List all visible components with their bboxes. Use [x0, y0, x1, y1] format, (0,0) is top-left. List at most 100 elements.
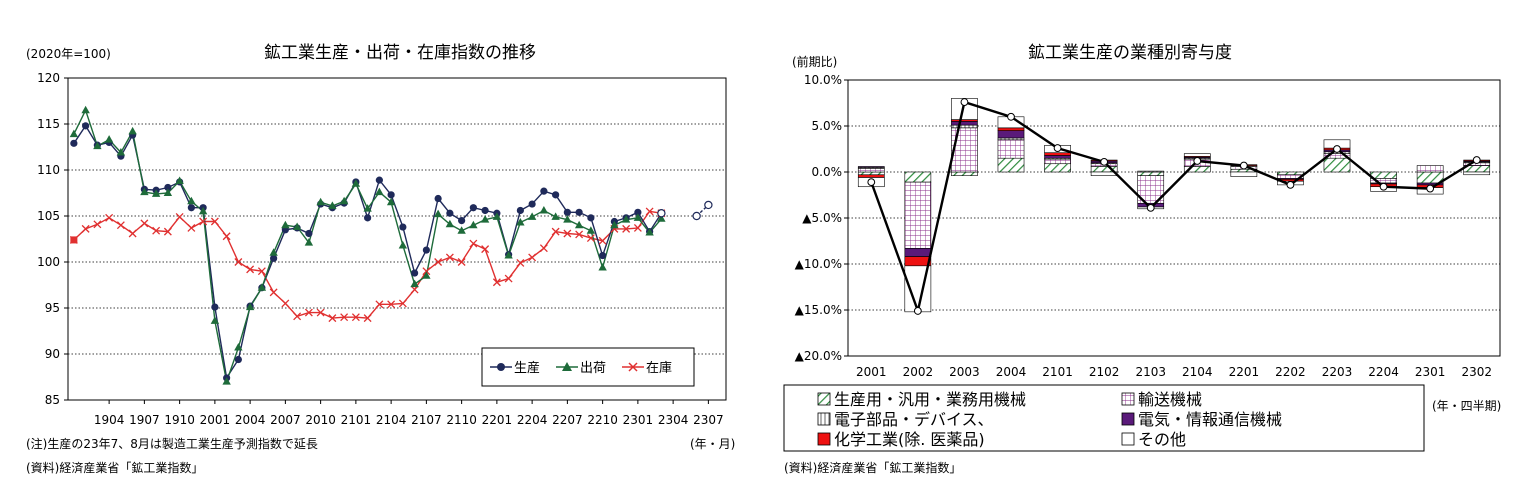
- series-point-2: [105, 213, 114, 222]
- bar-segment-5: [1183, 153, 1211, 157]
- series-point-1: [657, 214, 666, 222]
- series-point-3: [704, 200, 713, 210]
- bar-segment-0: [1370, 171, 1397, 179]
- series-point-0: [375, 176, 383, 184]
- bar-segment-1: [997, 139, 1025, 159]
- left-x-tick-label: 2001: [200, 413, 231, 427]
- series-point-1: [551, 212, 560, 220]
- right-x-tick-label: 2103: [1135, 365, 1166, 379]
- bar-segment-3: [997, 130, 1025, 139]
- series-point-1: [610, 220, 619, 229]
- series-point-1: [422, 271, 431, 279]
- series-point-1: [339, 196, 349, 205]
- right-x-tick-label: 2302: [1461, 365, 1492, 379]
- series-point-1: [363, 204, 372, 212]
- legend-other: その他: [1121, 430, 1186, 449]
- series-point-1: [445, 219, 455, 228]
- left-plot-frame: [67, 77, 727, 401]
- series-point-2: [528, 253, 537, 262]
- total-point: [1146, 203, 1155, 212]
- bar-segment-1: [857, 168, 885, 173]
- series-point-0: [516, 206, 524, 215]
- series-point-1: [116, 148, 126, 156]
- total-point: [1426, 184, 1435, 193]
- right-x-tick-label: 2104: [1182, 365, 1213, 379]
- legend-production-label: 生産: [514, 360, 540, 376]
- bar-segment-5: [1463, 171, 1491, 176]
- series-point-0: [234, 355, 242, 364]
- series-point-2: [504, 274, 513, 283]
- series-point-0: [399, 223, 407, 231]
- total-point: [1379, 182, 1388, 191]
- total-point: [1053, 144, 1062, 152]
- series-point-2: [199, 217, 208, 226]
- series-point-2: [469, 239, 478, 248]
- legend-machinery: 生産用・汎用・業務用機械: [817, 390, 1026, 409]
- series-point-2: [175, 212, 184, 221]
- bar-segment-4: [1044, 152, 1071, 156]
- series-point-1: [198, 206, 208, 215]
- bar-segment-4: [904, 256, 932, 267]
- bar-segment-0: [1323, 157, 1351, 173]
- total-point: [913, 307, 922, 315]
- total-point: [1007, 112, 1015, 121]
- legend-chemical-label: 化学工業(除. 医薬品): [834, 430, 985, 449]
- right-x-tick-label: 2204: [1368, 365, 1399, 379]
- series-point-1: [187, 196, 196, 205]
- left-y-tick-label: 110: [37, 163, 60, 177]
- series-point-0: [422, 246, 430, 254]
- series-point-0: [587, 214, 595, 222]
- series-point-2: [539, 244, 548, 253]
- series-point-0: [82, 122, 90, 130]
- total-point: [1239, 161, 1248, 170]
- series-point-0: [458, 217, 466, 225]
- series-point-1: [516, 217, 525, 226]
- total-point: [1193, 157, 1202, 165]
- left-y-tick-label: 85: [45, 393, 60, 407]
- series-point-1: [281, 220, 290, 229]
- bar-segment-3: [857, 166, 885, 168]
- total-point: [1100, 157, 1109, 166]
- series-point-2: [281, 299, 290, 308]
- right-y-tick-label: 10.0%: [804, 73, 842, 87]
- legend-shipment-label: 出荷: [580, 361, 606, 376]
- series-point-2: [222, 232, 231, 241]
- bar-segment-1: [951, 127, 978, 173]
- bar-segment-0: [1044, 163, 1071, 173]
- series-point-2: [492, 278, 501, 287]
- series-point-2: [340, 313, 349, 322]
- series-point-1: [351, 179, 361, 187]
- left-x-tick-label: 2104: [376, 413, 407, 427]
- series-point-1: [151, 189, 161, 197]
- series-point-2: [410, 285, 419, 294]
- series-point-0: [528, 200, 536, 208]
- series-point-2: [304, 308, 313, 317]
- series-point-2: [269, 288, 278, 297]
- series-point-2: [363, 314, 372, 323]
- series-point-1: [492, 212, 502, 220]
- right-y-tick-label: ▲10.0%: [795, 257, 842, 271]
- left-x-tick-label: 2304: [658, 413, 689, 427]
- left-chart-title: 鉱工業生産・出荷・在庫指数の推移: [264, 43, 536, 63]
- legend-electronic-parts-label: 電子部品・デバイス、: [834, 410, 994, 429]
- series-point-2: [328, 314, 337, 323]
- series-point-0: [575, 208, 583, 216]
- series-point-1: [633, 213, 643, 221]
- left-y-tick-label: 100: [37, 255, 60, 269]
- series-point-1: [586, 226, 596, 234]
- series-point-1: [410, 279, 419, 288]
- left-x-unit: (年・月): [690, 437, 735, 451]
- left-x-tick-label: 2204: [517, 413, 548, 427]
- series-point-1: [621, 215, 631, 223]
- series-point-2: [445, 253, 454, 262]
- left-x-tick-label: 2010: [305, 413, 336, 427]
- series-point-2: [645, 207, 654, 216]
- series-point-0: [599, 251, 607, 260]
- legend-transport: 輸送機械: [1121, 390, 1202, 409]
- series-point-2: [140, 219, 149, 228]
- right-plot-area: 10.0% 5.0% 0.0% ▲5.0% ▲10.0% ▲15.0% ▲20.0% 2001…: [795, 73, 1501, 379]
- right-unit-label: (前期比): [792, 54, 837, 69]
- series-point-1: [257, 283, 267, 291]
- legend-shipment: 出荷: [556, 361, 606, 376]
- bar-segment-3: [904, 248, 932, 257]
